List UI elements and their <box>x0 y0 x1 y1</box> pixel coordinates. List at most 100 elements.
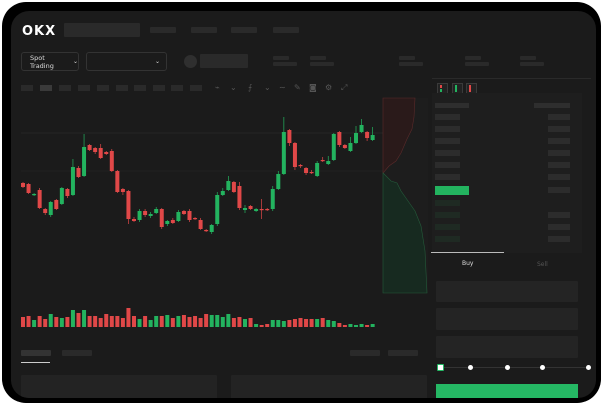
tab-buy[interactable]: Buy <box>462 260 474 267</box>
pair-select[interactable]: ⌄ <box>86 52 167 71</box>
candle <box>37 190 42 208</box>
candle <box>365 132 370 138</box>
volume-bar <box>115 316 120 327</box>
timeframe-button-active[interactable] <box>40 85 52 91</box>
volume-bar <box>193 316 198 327</box>
volume-bar <box>170 318 175 327</box>
nav-item[interactable] <box>191 27 217 33</box>
filter-button[interactable] <box>388 350 418 356</box>
volume-bar <box>37 316 42 327</box>
candle <box>143 211 148 215</box>
volume-bar <box>21 317 25 327</box>
candle <box>32 194 37 196</box>
candle <box>231 182 236 192</box>
fullscreen-icon[interactable]: ⤢ <box>341 83 348 92</box>
candle <box>82 147 87 176</box>
volume-bar <box>176 316 181 327</box>
search-bar[interactable] <box>64 23 140 37</box>
timeframe-button[interactable] <box>116 85 128 91</box>
volume-bar <box>320 318 325 327</box>
price-input[interactable] <box>436 281 578 302</box>
bid-amount <box>548 236 570 242</box>
depth-bids-area <box>382 172 428 294</box>
trading-mode-dropdown[interactable]: Spot Trading ⌄ <box>21 52 79 71</box>
nav-item[interactable] <box>231 27 257 33</box>
filter-button[interactable] <box>350 350 380 356</box>
timeframe-button[interactable] <box>59 85 71 91</box>
okx-logo[interactable]: OKX <box>22 24 57 39</box>
stat-label <box>273 56 289 60</box>
draw-icon[interactable]: ✎ <box>294 83 301 92</box>
chevron-down-icon: ⌄ <box>72 58 78 65</box>
camera-icon[interactable]: ◙ <box>309 83 317 92</box>
volume-bar <box>59 318 64 327</box>
ask-amount <box>548 162 570 168</box>
volume-bar <box>120 318 125 327</box>
candle <box>198 220 203 229</box>
slider-stop-75[interactable] <box>540 365 545 370</box>
candle <box>265 209 270 211</box>
timeframe-button[interactable] <box>153 85 165 91</box>
candle <box>354 133 358 143</box>
amount-input[interactable] <box>436 308 578 330</box>
tab-open-orders[interactable] <box>21 350 51 356</box>
order-book <box>432 93 582 253</box>
volume-bar <box>70 310 75 327</box>
volume-bar <box>226 314 231 327</box>
candlestick-chart[interactable] <box>11 11 596 398</box>
ask-price <box>435 174 460 180</box>
candle <box>98 148 103 158</box>
timeframe-button[interactable] <box>97 85 109 91</box>
slider-stop-25[interactable] <box>468 365 473 370</box>
candle <box>187 211 192 220</box>
volume-bar <box>204 314 209 327</box>
volume-bar <box>43 319 48 327</box>
candle <box>159 209 164 227</box>
volume-bar <box>265 324 270 327</box>
candle <box>109 151 114 171</box>
volume-bar <box>309 319 314 327</box>
trend-icon[interactable]: ∼ <box>279 83 286 92</box>
volume-bar <box>270 320 275 327</box>
candle <box>26 184 31 193</box>
volume-bar <box>93 316 98 327</box>
tab-sell[interactable]: Sell <box>537 261 548 268</box>
timeframe-button[interactable] <box>78 85 90 91</box>
amount-slider-handle[interactable] <box>437 364 444 371</box>
chevron-down-icon[interactable]: ⌄ <box>230 83 237 92</box>
total-input[interactable] <box>436 336 578 358</box>
nav-item[interactable] <box>273 27 299 33</box>
timeframe-button[interactable] <box>134 85 146 91</box>
nav-item[interactable] <box>150 27 176 33</box>
volume-bar <box>337 323 342 327</box>
tab-order-history[interactable] <box>62 350 92 356</box>
chevron-down-icon[interactable]: ⌄ <box>264 83 271 92</box>
volume-bar <box>148 320 153 327</box>
volume-bar <box>87 316 92 327</box>
candle <box>348 143 353 151</box>
settings-icon[interactable]: ⚙ <box>325 83 333 92</box>
mid-amount <box>548 187 570 193</box>
ask-price <box>435 162 460 168</box>
candle <box>220 191 225 195</box>
stat-value <box>273 62 297 66</box>
candle <box>65 189 70 196</box>
indicator-icon[interactable]: ⨍ <box>248 83 253 92</box>
ask-amount <box>548 150 570 156</box>
bid-amount <box>548 212 570 218</box>
candle <box>170 220 175 223</box>
slider-stop-100[interactable] <box>586 365 591 370</box>
timeframe-button[interactable] <box>21 85 33 91</box>
timeframe-button[interactable] <box>171 85 183 91</box>
chart-type-icon[interactable]: ⌁ <box>215 83 220 92</box>
timeframe-button[interactable] <box>190 85 202 91</box>
candle <box>181 211 186 214</box>
tab-indicator <box>21 362 50 363</box>
buy-button[interactable] <box>436 384 578 398</box>
trading-mode-label: Spot Trading <box>30 53 54 70</box>
slider-stop-50[interactable] <box>505 365 510 370</box>
volume-bar <box>359 324 364 327</box>
amount-slider-track[interactable] <box>441 367 589 368</box>
orderbook-header-price <box>435 103 469 108</box>
